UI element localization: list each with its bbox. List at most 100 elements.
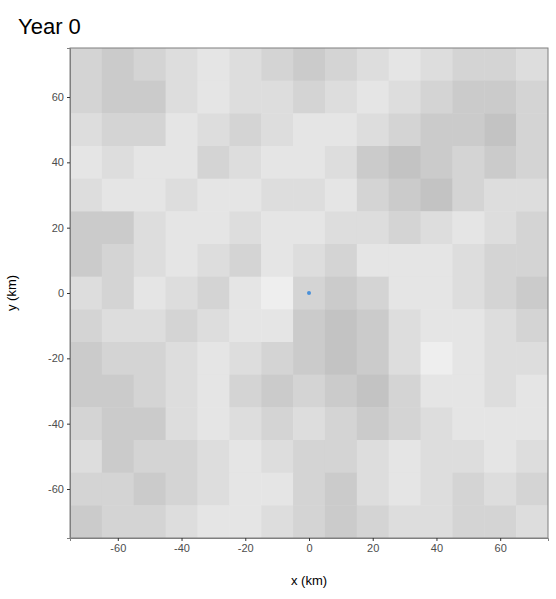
habitat-cell (357, 113, 389, 146)
habitat-cell (134, 277, 166, 310)
y-tick: -60 (48, 483, 70, 495)
habitat-cell (70, 375, 102, 408)
habitat-cell (229, 309, 261, 342)
habitat-cell (197, 440, 229, 473)
habitat-cell (484, 179, 516, 212)
habitat-cell (389, 309, 421, 342)
habitat-cell (261, 505, 293, 538)
y-tick-label: 40 (52, 156, 64, 168)
habitat-cell (197, 473, 229, 506)
habitat-cell (70, 505, 102, 538)
habitat-cell (229, 113, 261, 146)
habitat-cell (357, 375, 389, 408)
habitat-cell (357, 179, 389, 212)
habitat-cell (452, 244, 484, 277)
habitat-cell (357, 244, 389, 277)
habitat-cell (516, 146, 548, 179)
habitat-cell (70, 473, 102, 506)
habitat-cell (197, 81, 229, 114)
habitat-cell (325, 375, 357, 408)
habitat-cell (452, 277, 484, 310)
y-tick: 40 (52, 156, 70, 168)
y-tick-label: 20 (52, 222, 64, 234)
habitat-cell (325, 146, 357, 179)
habitat-cell (70, 277, 102, 310)
habitat-cell (389, 277, 421, 310)
habitat-cell (293, 113, 325, 146)
habitat-cell (452, 342, 484, 375)
habitat-cell (325, 407, 357, 440)
habitat-cell (134, 505, 166, 538)
plot-background (70, 48, 548, 538)
y-axis-title: y (km) (4, 275, 19, 311)
habitat-cell (325, 505, 357, 538)
habitat-cell (197, 179, 229, 212)
x-tick-label: 60 (495, 542, 507, 554)
habitat-cell (134, 48, 166, 81)
habitat-cell (261, 146, 293, 179)
habitat-cell (70, 342, 102, 375)
habitat-cell (516, 375, 548, 408)
y-tick-mark (67, 162, 70, 163)
habitat-cell (452, 440, 484, 473)
habitat-cell (452, 211, 484, 244)
habitat-cell (484, 407, 516, 440)
habitat-cell (134, 244, 166, 277)
habitat-cell (293, 375, 325, 408)
habitat-cell (70, 146, 102, 179)
x-tick-label: 40 (431, 542, 443, 554)
habitat-cell (102, 277, 134, 310)
x-tick-mark (309, 538, 310, 541)
habitat-cell (134, 375, 166, 408)
habitat-cell (261, 342, 293, 375)
y-tick: 0 (58, 287, 70, 299)
habitat-cell (261, 277, 293, 310)
habitat-cell (516, 81, 548, 114)
plot-frame (70, 48, 548, 538)
habitat-cell (325, 81, 357, 114)
habitat-cell (516, 309, 548, 342)
habitat-cell (421, 473, 453, 506)
habitat-cell (516, 505, 548, 538)
habitat-cell (325, 473, 357, 506)
habitat-cell (421, 81, 453, 114)
habitat-cell (102, 407, 134, 440)
habitat-cell (102, 505, 134, 538)
habitat-cell (325, 211, 357, 244)
habitat-cell (261, 440, 293, 473)
habitat-cell (102, 375, 134, 408)
x-tick-mark (182, 538, 183, 541)
habitat-cell (293, 146, 325, 179)
habitat-cell (484, 81, 516, 114)
habitat-cell (166, 309, 198, 342)
habitat-cell (70, 113, 102, 146)
habitat-cell (102, 211, 134, 244)
habitat-cell (261, 309, 293, 342)
habitat-cell (325, 277, 357, 310)
habitat-cell (421, 244, 453, 277)
habitat-cell (166, 48, 198, 81)
habitat-cell (293, 179, 325, 212)
habitat-cell (229, 407, 261, 440)
habitat-cell (421, 277, 453, 310)
x-tick: 40 (431, 538, 443, 554)
habitat-cell (166, 81, 198, 114)
y-tick-mark (67, 489, 70, 490)
habitat-cell (197, 407, 229, 440)
habitat-cell (229, 81, 261, 114)
habitat-cell (516, 277, 548, 310)
habitat-cell (293, 440, 325, 473)
habitat-cell (452, 48, 484, 81)
habitat-cell (134, 473, 166, 506)
habitat-cell (134, 146, 166, 179)
habitat-cell (166, 342, 198, 375)
habitat-cell (389, 505, 421, 538)
habitat-cell (325, 113, 357, 146)
habitat-cell (70, 81, 102, 114)
habitat-cell (229, 146, 261, 179)
habitat-cell (389, 440, 421, 473)
habitat-cell (197, 277, 229, 310)
habitat-cell (197, 375, 229, 408)
x-tick-label: -40 (174, 542, 190, 554)
habitat-cell (452, 505, 484, 538)
